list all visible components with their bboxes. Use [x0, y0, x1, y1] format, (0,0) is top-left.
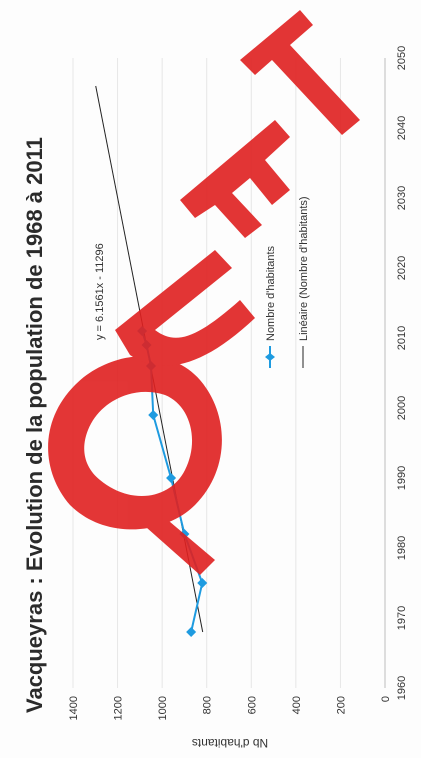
y-tick-label: 0 — [380, 696, 392, 702]
x-tick-label: 2000 — [396, 396, 408, 420]
x-tick-label: 2010 — [396, 326, 408, 350]
x-tick-label: 1970 — [396, 606, 408, 630]
y-tick-labels: 0 200 400 600 800 1000 1200 1400 — [68, 696, 392, 720]
data-point — [166, 473, 177, 483]
y-tick-label: 600 — [246, 696, 258, 714]
x-tick-label: 1980 — [396, 536, 408, 560]
y-tick-label: 1400 — [68, 696, 80, 720]
x-tick-label: 2050 — [396, 46, 408, 70]
x-tick-label: 2020 — [396, 256, 408, 280]
x-tick-labels: 1960 1970 1980 1990 2000 2010 2020 2030 2040 2050 — [396, 46, 408, 700]
legend-diamond-icon — [265, 353, 275, 361]
y-tick-label: 800 — [202, 696, 214, 714]
watermark-stamp — [48, 10, 360, 575]
legend: Nombre d'habitants Linéaire (Nombre d'ha… — [265, 196, 310, 368]
legend-item-series: Nombre d'habitants — [265, 245, 277, 341]
y-tick-label: 1200 — [113, 696, 125, 720]
x-tick-label: 1990 — [396, 466, 408, 490]
y-tick-label: 1000 — [157, 696, 169, 720]
y-tick-label: 400 — [291, 696, 303, 714]
data-point — [148, 410, 159, 420]
x-tick-label: 1960 — [396, 676, 408, 700]
y-axis-label: Nb d'habitants — [192, 736, 268, 750]
x-tick-label: 2030 — [396, 186, 408, 210]
data-point — [197, 578, 208, 588]
legend-item-trendline: Linéaire (Nombre d'habitants) — [298, 196, 310, 341]
trendline-equation: y = 6.1561x - 11296 — [94, 243, 106, 340]
data-point — [186, 627, 197, 637]
y-tick-label: 200 — [335, 696, 347, 714]
x-tick-label: 2040 — [396, 116, 408, 140]
chart-title: Vacqueyras : Evolution de la population … — [22, 137, 47, 713]
